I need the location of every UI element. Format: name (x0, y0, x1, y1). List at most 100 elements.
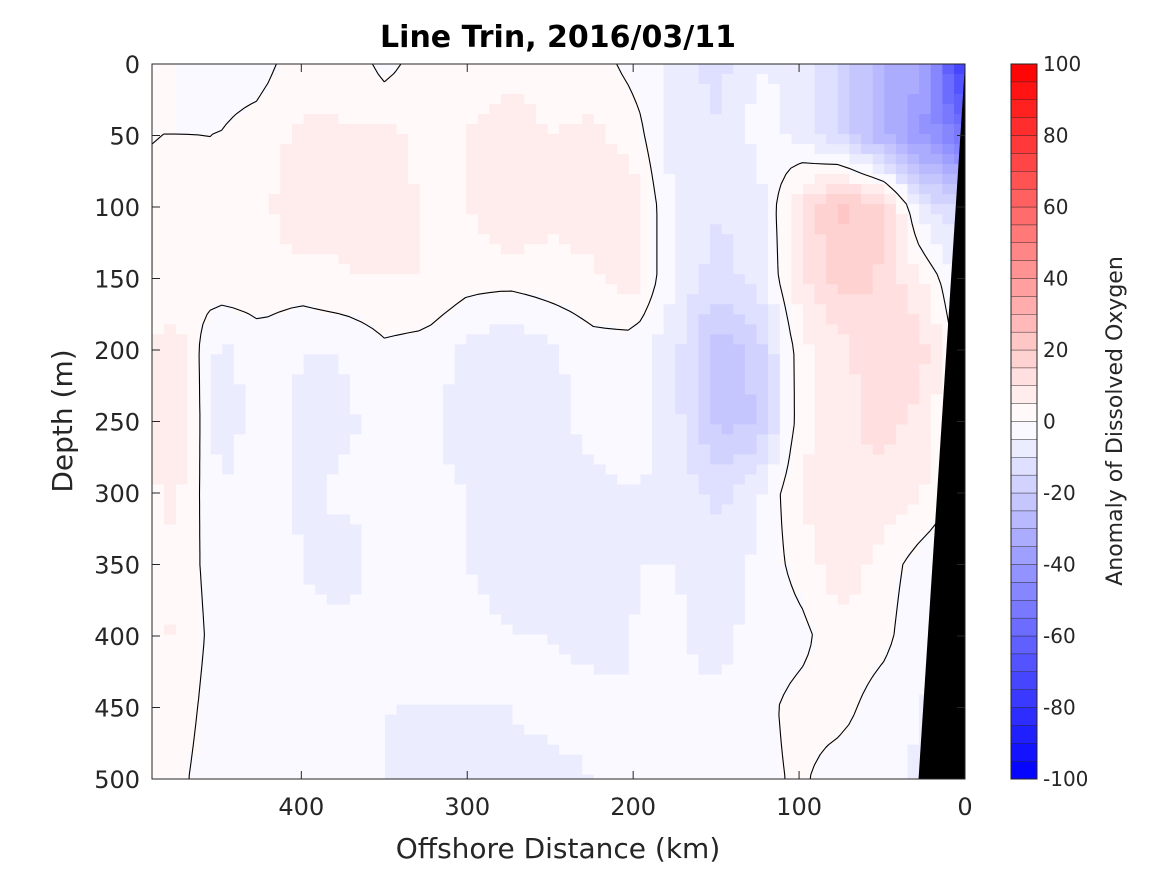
field-cell (465, 684, 478, 696)
field-cell (732, 654, 745, 666)
field-cell (303, 654, 316, 666)
field-cell (395, 294, 409, 305)
field-cell (558, 584, 571, 596)
field-cell (442, 764, 455, 776)
field-cell (767, 194, 780, 205)
field-cell (523, 174, 536, 185)
field-cell (535, 364, 548, 375)
field-cell (152, 264, 165, 275)
field-cell (210, 104, 223, 115)
field-cell (279, 374, 292, 385)
field-cell (570, 734, 583, 746)
field-cell (337, 404, 350, 415)
field-cell (779, 104, 792, 115)
field-cell (814, 554, 827, 566)
field-cell (244, 334, 258, 345)
field-cell (837, 304, 850, 315)
field-cell (860, 484, 873, 495)
field-cell (581, 604, 594, 616)
field-cell (186, 444, 199, 455)
field-cell (802, 684, 815, 696)
field-cell (175, 274, 188, 285)
field-cell (814, 164, 827, 175)
field-cell (605, 164, 618, 175)
field-cell (686, 624, 699, 636)
field-cell (186, 194, 199, 205)
field-cell (268, 494, 281, 505)
field-cell (872, 334, 885, 345)
field-cell (477, 694, 490, 706)
field-cell (744, 644, 757, 656)
field-cell (651, 734, 664, 746)
field-cell (895, 224, 908, 235)
field-cell (465, 614, 478, 626)
field-cell (349, 754, 362, 766)
field-cell (755, 654, 769, 666)
field-cell (628, 64, 641, 75)
field-cell (500, 104, 513, 115)
field-cell (674, 394, 687, 405)
field-cell (244, 64, 258, 75)
field-cell (210, 364, 223, 375)
field-cell (314, 414, 327, 425)
field-cell (488, 654, 501, 666)
field-cell (639, 424, 652, 435)
field-cell (198, 454, 211, 465)
field-cell (744, 594, 757, 606)
field-cell (326, 474, 339, 485)
field-cell (407, 694, 420, 706)
field-cell (163, 714, 176, 726)
field-cell (686, 774, 699, 779)
field-cell (384, 474, 397, 485)
field-cell (454, 554, 467, 566)
field-cell (767, 734, 780, 746)
field-cell (326, 344, 339, 355)
field-cell (500, 234, 513, 245)
field-cell (186, 354, 199, 365)
field-cell (802, 124, 815, 135)
field-cell (593, 574, 606, 586)
field-cell (361, 674, 374, 686)
field-cell (546, 714, 560, 726)
field-cell (802, 94, 815, 105)
field-cell (732, 444, 745, 455)
field-cell (825, 744, 838, 756)
field-cell (395, 694, 409, 706)
field-cell (790, 304, 803, 315)
field-cell (895, 204, 908, 215)
field-cell (895, 764, 908, 776)
field-cell (837, 164, 850, 175)
field-cell (628, 594, 641, 606)
field-cell (895, 314, 908, 325)
field-cell (523, 714, 536, 726)
field-cell (651, 324, 664, 335)
field-cell (361, 424, 374, 435)
field-cell (361, 134, 374, 145)
field-cell (697, 704, 711, 716)
field-cell (488, 594, 501, 606)
field-cell (941, 84, 954, 95)
field-cell (906, 94, 920, 105)
field-cell (349, 654, 362, 666)
field-cell (523, 554, 536, 566)
field-cell (593, 544, 606, 556)
field-cell (326, 764, 339, 776)
field-cell (198, 564, 211, 576)
field-cell (686, 64, 699, 75)
field-cell (326, 384, 339, 395)
field-cell (198, 114, 211, 125)
field-cell (279, 704, 292, 716)
field-cell (605, 154, 618, 165)
field-cell (570, 324, 583, 335)
field-cell (790, 184, 803, 195)
field-cell (430, 144, 443, 155)
field-cell (303, 274, 316, 285)
field-cell (430, 384, 443, 395)
field-cell (605, 214, 618, 225)
field-cell (721, 164, 734, 175)
field-cell (744, 284, 757, 295)
field-cell (906, 404, 920, 415)
field-cell (779, 244, 792, 255)
field-cell (883, 774, 896, 779)
field-cell (837, 84, 850, 95)
